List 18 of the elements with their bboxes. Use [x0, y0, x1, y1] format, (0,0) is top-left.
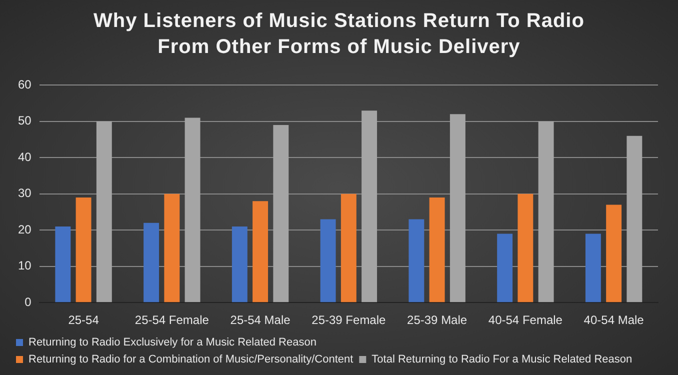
y-tick-label: 0 — [24, 294, 32, 309]
x-tick-label: 40-54 Female — [488, 313, 563, 328]
legend-label: Returning to Radio Exclusively for a Music Related Reason — [28, 336, 316, 349]
legend-label: Returning to Radio for a Combination of Music/Personality/Content — [28, 354, 354, 366]
x-tick-label: 40-54 Male — [584, 313, 644, 328]
y-tick-label: 20 — [18, 222, 32, 236]
legend-label: Total Returning to Radio For a Music Related Reason — [372, 354, 632, 366]
x-tick-label: 25-39 Male — [407, 313, 468, 328]
y-tick-label: 10 — [18, 258, 32, 273]
x-tick-label: 25-54 Female — [134, 313, 210, 328]
y-tick-label: 60 — [18, 78, 32, 92]
y-tick-label: 30 — [18, 186, 32, 200]
x-tick-label: 25-39 Female — [312, 313, 386, 328]
x-tick-label: 25-54 Male — [230, 313, 291, 328]
chart-title: Why Listeners of Music Stations Return To Radio From Other Forms of Music Delivery — [92, 9, 586, 60]
y-tick-label: 50 — [18, 114, 32, 128]
x-tick-label: 25-54 — [68, 313, 100, 328]
y-tick-label: 40 — [18, 150, 32, 164]
